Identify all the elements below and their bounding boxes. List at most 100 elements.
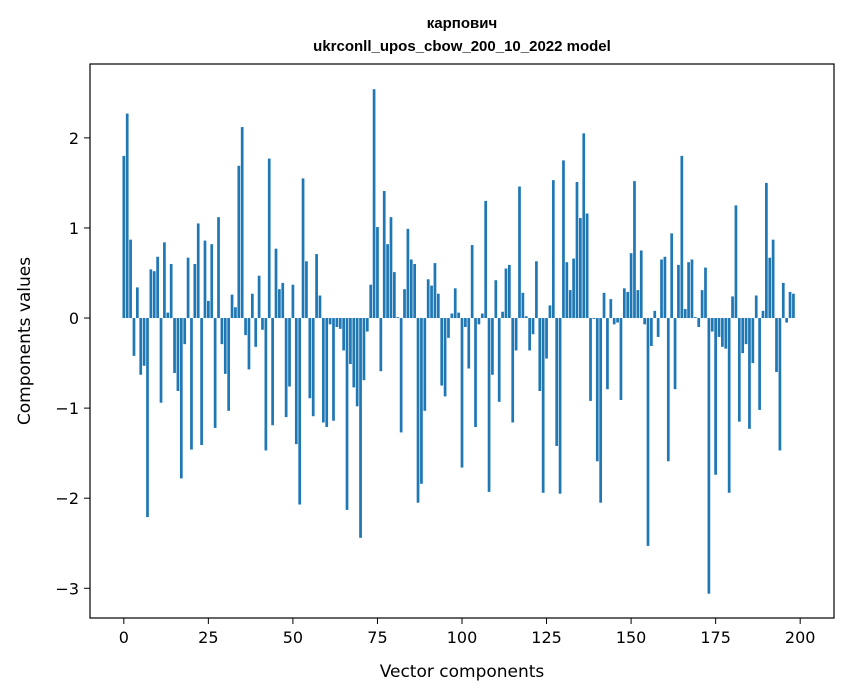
bar-18 xyxy=(183,318,187,345)
bar-186 xyxy=(751,318,755,364)
bar-51 xyxy=(294,318,298,445)
bar-87 xyxy=(416,318,420,503)
bar-34 xyxy=(237,165,241,319)
y-tick-label: 2 xyxy=(69,129,79,148)
bar-158 xyxy=(656,318,660,337)
bar-19 xyxy=(186,257,190,319)
bar-17 xyxy=(179,318,183,479)
bar-131 xyxy=(565,262,569,319)
bar-20 xyxy=(190,318,193,450)
bar-61 xyxy=(328,318,332,325)
chart-title-line2: ukrconll_upos_cbow_200_10_2022 model xyxy=(313,38,611,55)
bar-121 xyxy=(531,318,535,335)
bar-191 xyxy=(768,257,772,319)
bar-134 xyxy=(575,182,579,319)
bar-169 xyxy=(693,317,697,319)
bar-187 xyxy=(754,295,758,319)
bar-46 xyxy=(278,289,281,319)
bar-22 xyxy=(196,223,200,319)
bar-47 xyxy=(281,282,285,319)
bar-53 xyxy=(301,178,305,319)
bar-55 xyxy=(308,318,312,399)
y-tick-label: −1 xyxy=(55,399,79,418)
bar-76 xyxy=(379,318,383,372)
bar-139 xyxy=(592,318,596,319)
bar-24 xyxy=(203,240,207,319)
bar-31 xyxy=(227,318,231,411)
x-axis-ticks: 0 25 50 75 100 125 150 175 200 xyxy=(119,618,816,647)
chart-title-line1: карпович xyxy=(427,15,497,32)
bar-197 xyxy=(788,291,792,319)
bar-167 xyxy=(687,262,690,319)
bar-141 xyxy=(599,318,603,503)
bar-179 xyxy=(727,318,731,493)
bar-6 xyxy=(142,318,146,366)
bar-163 xyxy=(673,318,677,390)
bar-54 xyxy=(305,261,308,319)
bar-157 xyxy=(653,310,657,319)
bar-181 xyxy=(734,205,738,319)
bar-104 xyxy=(474,318,477,428)
bar-162 xyxy=(670,233,674,319)
bar-107 xyxy=(484,200,488,319)
bar-111 xyxy=(497,318,501,402)
bar-59 xyxy=(321,318,325,423)
bar-130 xyxy=(562,160,565,319)
bar-129 xyxy=(558,318,562,494)
bar-161 xyxy=(666,318,670,462)
bar-60 xyxy=(325,318,329,428)
bar-93 xyxy=(436,293,440,319)
bar-198 xyxy=(792,293,795,319)
bar-16 xyxy=(176,318,180,391)
bar-108 xyxy=(487,318,491,492)
bar-98 xyxy=(453,288,457,319)
bar-15 xyxy=(173,318,176,373)
bar-7 xyxy=(146,318,149,518)
bar-99 xyxy=(457,312,460,319)
bar-96 xyxy=(447,318,450,338)
bar-145 xyxy=(612,318,616,325)
bar-136 xyxy=(582,133,586,319)
bar-1 xyxy=(125,113,129,319)
bar-123 xyxy=(538,318,542,391)
bar-77 xyxy=(382,191,386,319)
bar-39 xyxy=(254,318,258,347)
x-tick-label: 50 xyxy=(283,628,303,647)
bar-144 xyxy=(609,299,613,319)
bar-176 xyxy=(717,318,721,337)
bar-178 xyxy=(724,318,728,349)
bar-132 xyxy=(568,290,572,319)
bar-72 xyxy=(365,318,369,332)
x-tick-label: 125 xyxy=(531,628,562,647)
bar-106 xyxy=(480,313,484,319)
bar-48 xyxy=(284,318,288,418)
bar-110 xyxy=(494,280,498,319)
x-tick-label: 25 xyxy=(198,628,218,647)
y-axis-ticks: −3 −2 −1 0 1 2 xyxy=(55,129,90,598)
bar-143 xyxy=(606,318,609,390)
bar-52 xyxy=(298,318,302,505)
x-tick-label: 200 xyxy=(785,628,816,647)
bar-172 xyxy=(704,267,707,319)
bar-95 xyxy=(443,318,447,397)
bar-80 xyxy=(393,272,396,319)
bar-146 xyxy=(616,318,619,323)
bar-69 xyxy=(355,318,359,407)
bar-83 xyxy=(403,289,406,319)
bar-23 xyxy=(200,318,203,446)
bar-128 xyxy=(555,318,559,446)
bar-8 xyxy=(149,269,153,319)
x-tick-label: 75 xyxy=(367,628,387,647)
bar-4 xyxy=(135,287,139,319)
bar-26 xyxy=(210,244,214,319)
y-tick-label: −3 xyxy=(55,579,79,598)
bar-183 xyxy=(741,318,745,354)
bar-63 xyxy=(335,318,339,328)
bar-70 xyxy=(359,318,362,538)
bar-36 xyxy=(244,318,247,336)
bar-38 xyxy=(250,293,254,319)
bar-153 xyxy=(639,250,643,319)
bar-190 xyxy=(765,182,768,319)
bar-164 xyxy=(677,264,680,319)
